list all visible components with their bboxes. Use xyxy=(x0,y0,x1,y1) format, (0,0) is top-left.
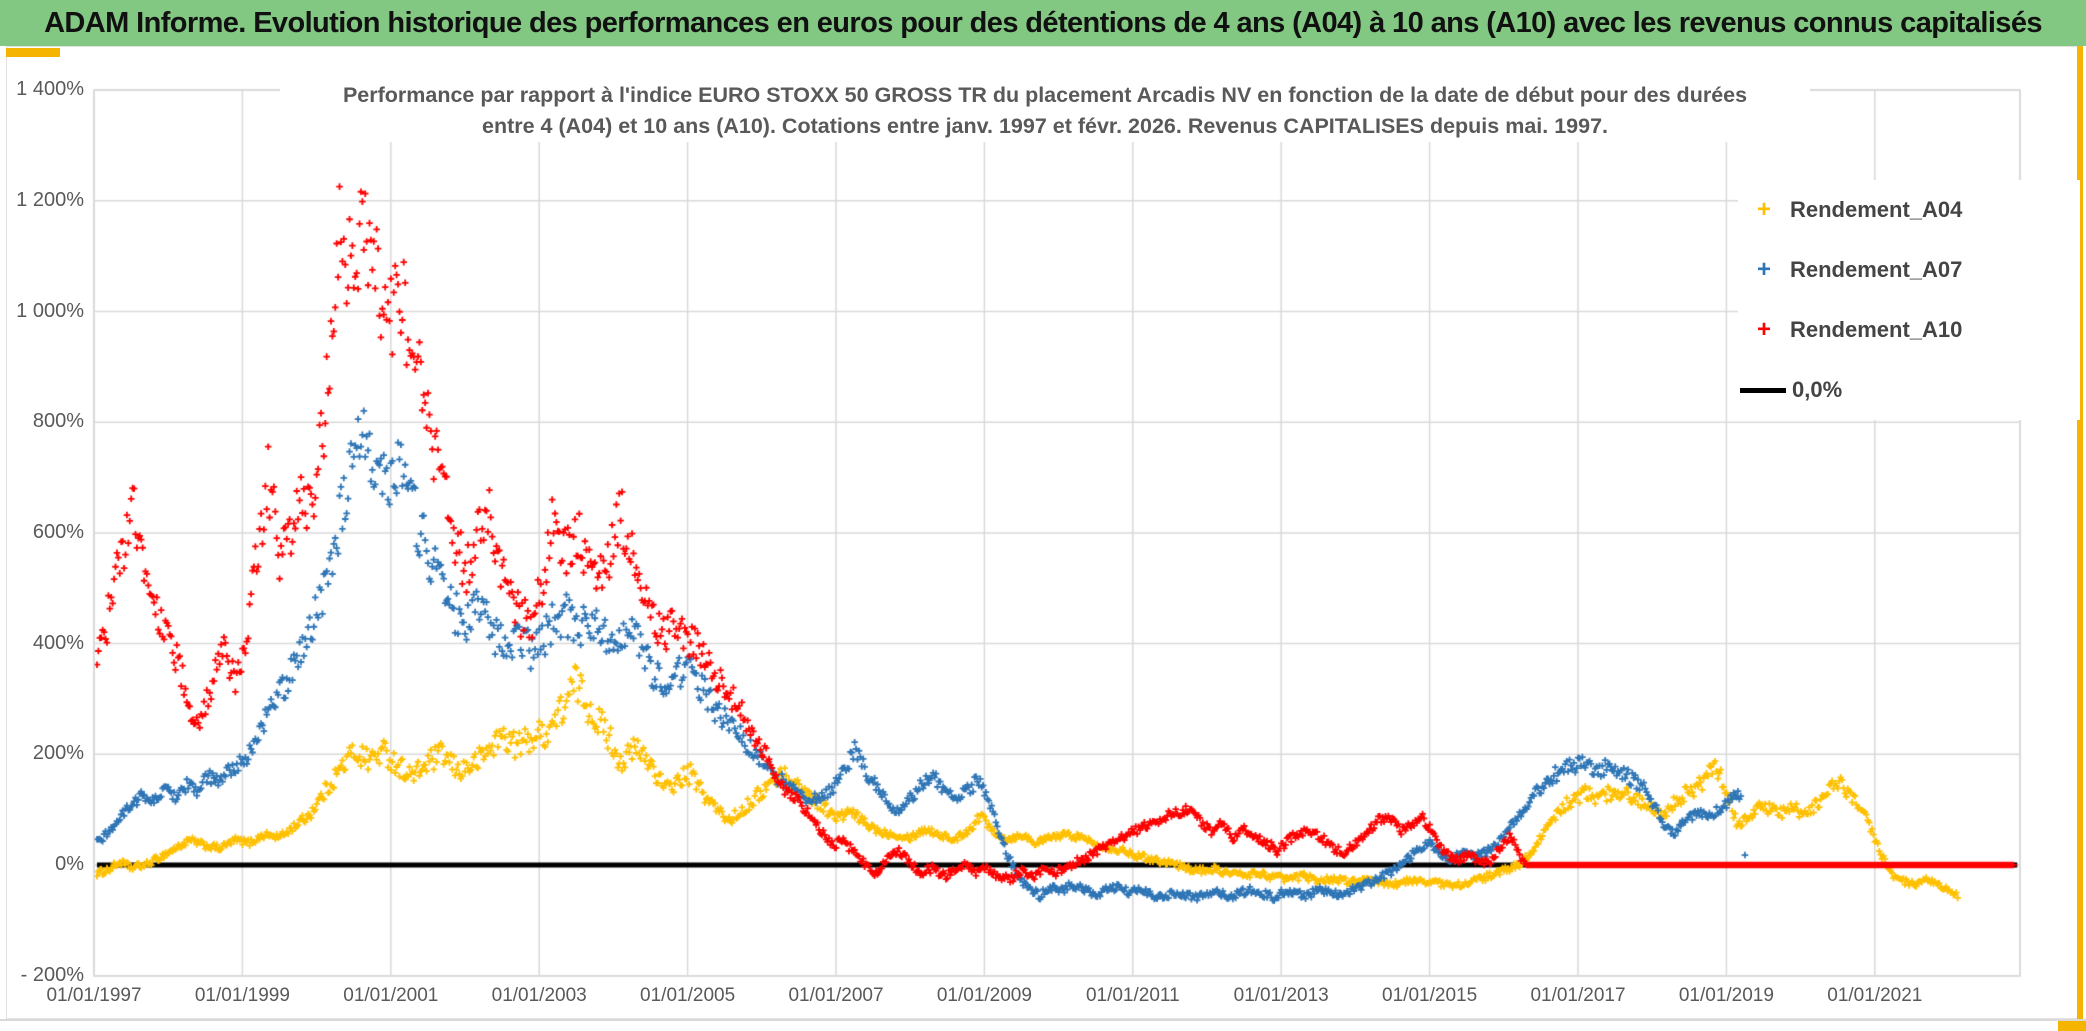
y-tick-label: 600% xyxy=(32,520,84,543)
chart-title: Performance par rapport à l'indice EURO … xyxy=(280,80,1810,142)
x-tick-label: 01/01/1999 xyxy=(194,985,290,1006)
chart-title-line2: entre 4 (A04) et 10 ans (A10). Cotations… xyxy=(482,114,1608,138)
legend-line-swatch xyxy=(1740,387,1786,393)
x-tick-label: 01/01/2005 xyxy=(640,985,736,1006)
legend-plus-marker-icon: + xyxy=(1756,316,1771,343)
sheet-bottom-rule xyxy=(0,1019,2086,1021)
x-tick-label: 01/01/2009 xyxy=(936,985,1032,1006)
chart-title-line1: Performance par rapport à l'indice EURO … xyxy=(342,83,1748,107)
x-tick-label: 01/01/2001 xyxy=(343,985,439,1006)
x-tick-label: 01/01/1997 xyxy=(46,985,142,1006)
y-tick-label: 0% xyxy=(55,853,84,875)
x-tick-label: 01/01/2003 xyxy=(491,985,587,1006)
x-tick-label: 01/01/2021 xyxy=(1827,985,1923,1006)
legend-item-0-0-[interactable]: 0,0% xyxy=(1738,360,2080,420)
x-tick-label: 01/01/2015 xyxy=(1382,985,1478,1006)
x-tick-label: 01/01/2011 xyxy=(1085,985,1180,1006)
legend: + Rendement_A04 + Rendement_A07 + Rendement_A… xyxy=(1738,180,2080,420)
legend-item-rendement-a07[interactable]: + Rendement_A07 xyxy=(1738,240,2080,300)
legend-item-rendement-a10[interactable]: + Rendement_A10 xyxy=(1738,300,2080,360)
legend-plus-marker-icon: + xyxy=(1756,256,1771,283)
legend-item-rendement-a04[interactable]: + Rendement_A04 xyxy=(1738,180,2080,240)
y-tick-label: 800% xyxy=(32,410,84,433)
x-tick-label: 01/01/2013 xyxy=(1233,985,1329,1006)
y-tick-label: 1 200% xyxy=(16,188,84,211)
legend-label: Rendement_A04 xyxy=(1790,197,1963,222)
y-tick-label: 1 000% xyxy=(16,299,84,322)
y-tick-label: 1 400% xyxy=(16,78,84,101)
legend-plus-marker-icon: + xyxy=(1756,196,1771,223)
x-tick-label: 01/01/2007 xyxy=(788,985,884,1006)
legend-label: 0,0% xyxy=(1792,377,1843,402)
x-tick-label: 01/01/2017 xyxy=(1530,985,1626,1006)
y-tick-label: - 200% xyxy=(20,963,84,986)
legend-label: Rendement_A10 xyxy=(1790,317,1963,342)
y-tick-label: 200% xyxy=(32,742,84,765)
legend-label: Rendement_A07 xyxy=(1790,257,1963,282)
y-tick-label: 400% xyxy=(32,631,84,654)
x-tick-label: 01/01/2019 xyxy=(1678,985,1774,1006)
